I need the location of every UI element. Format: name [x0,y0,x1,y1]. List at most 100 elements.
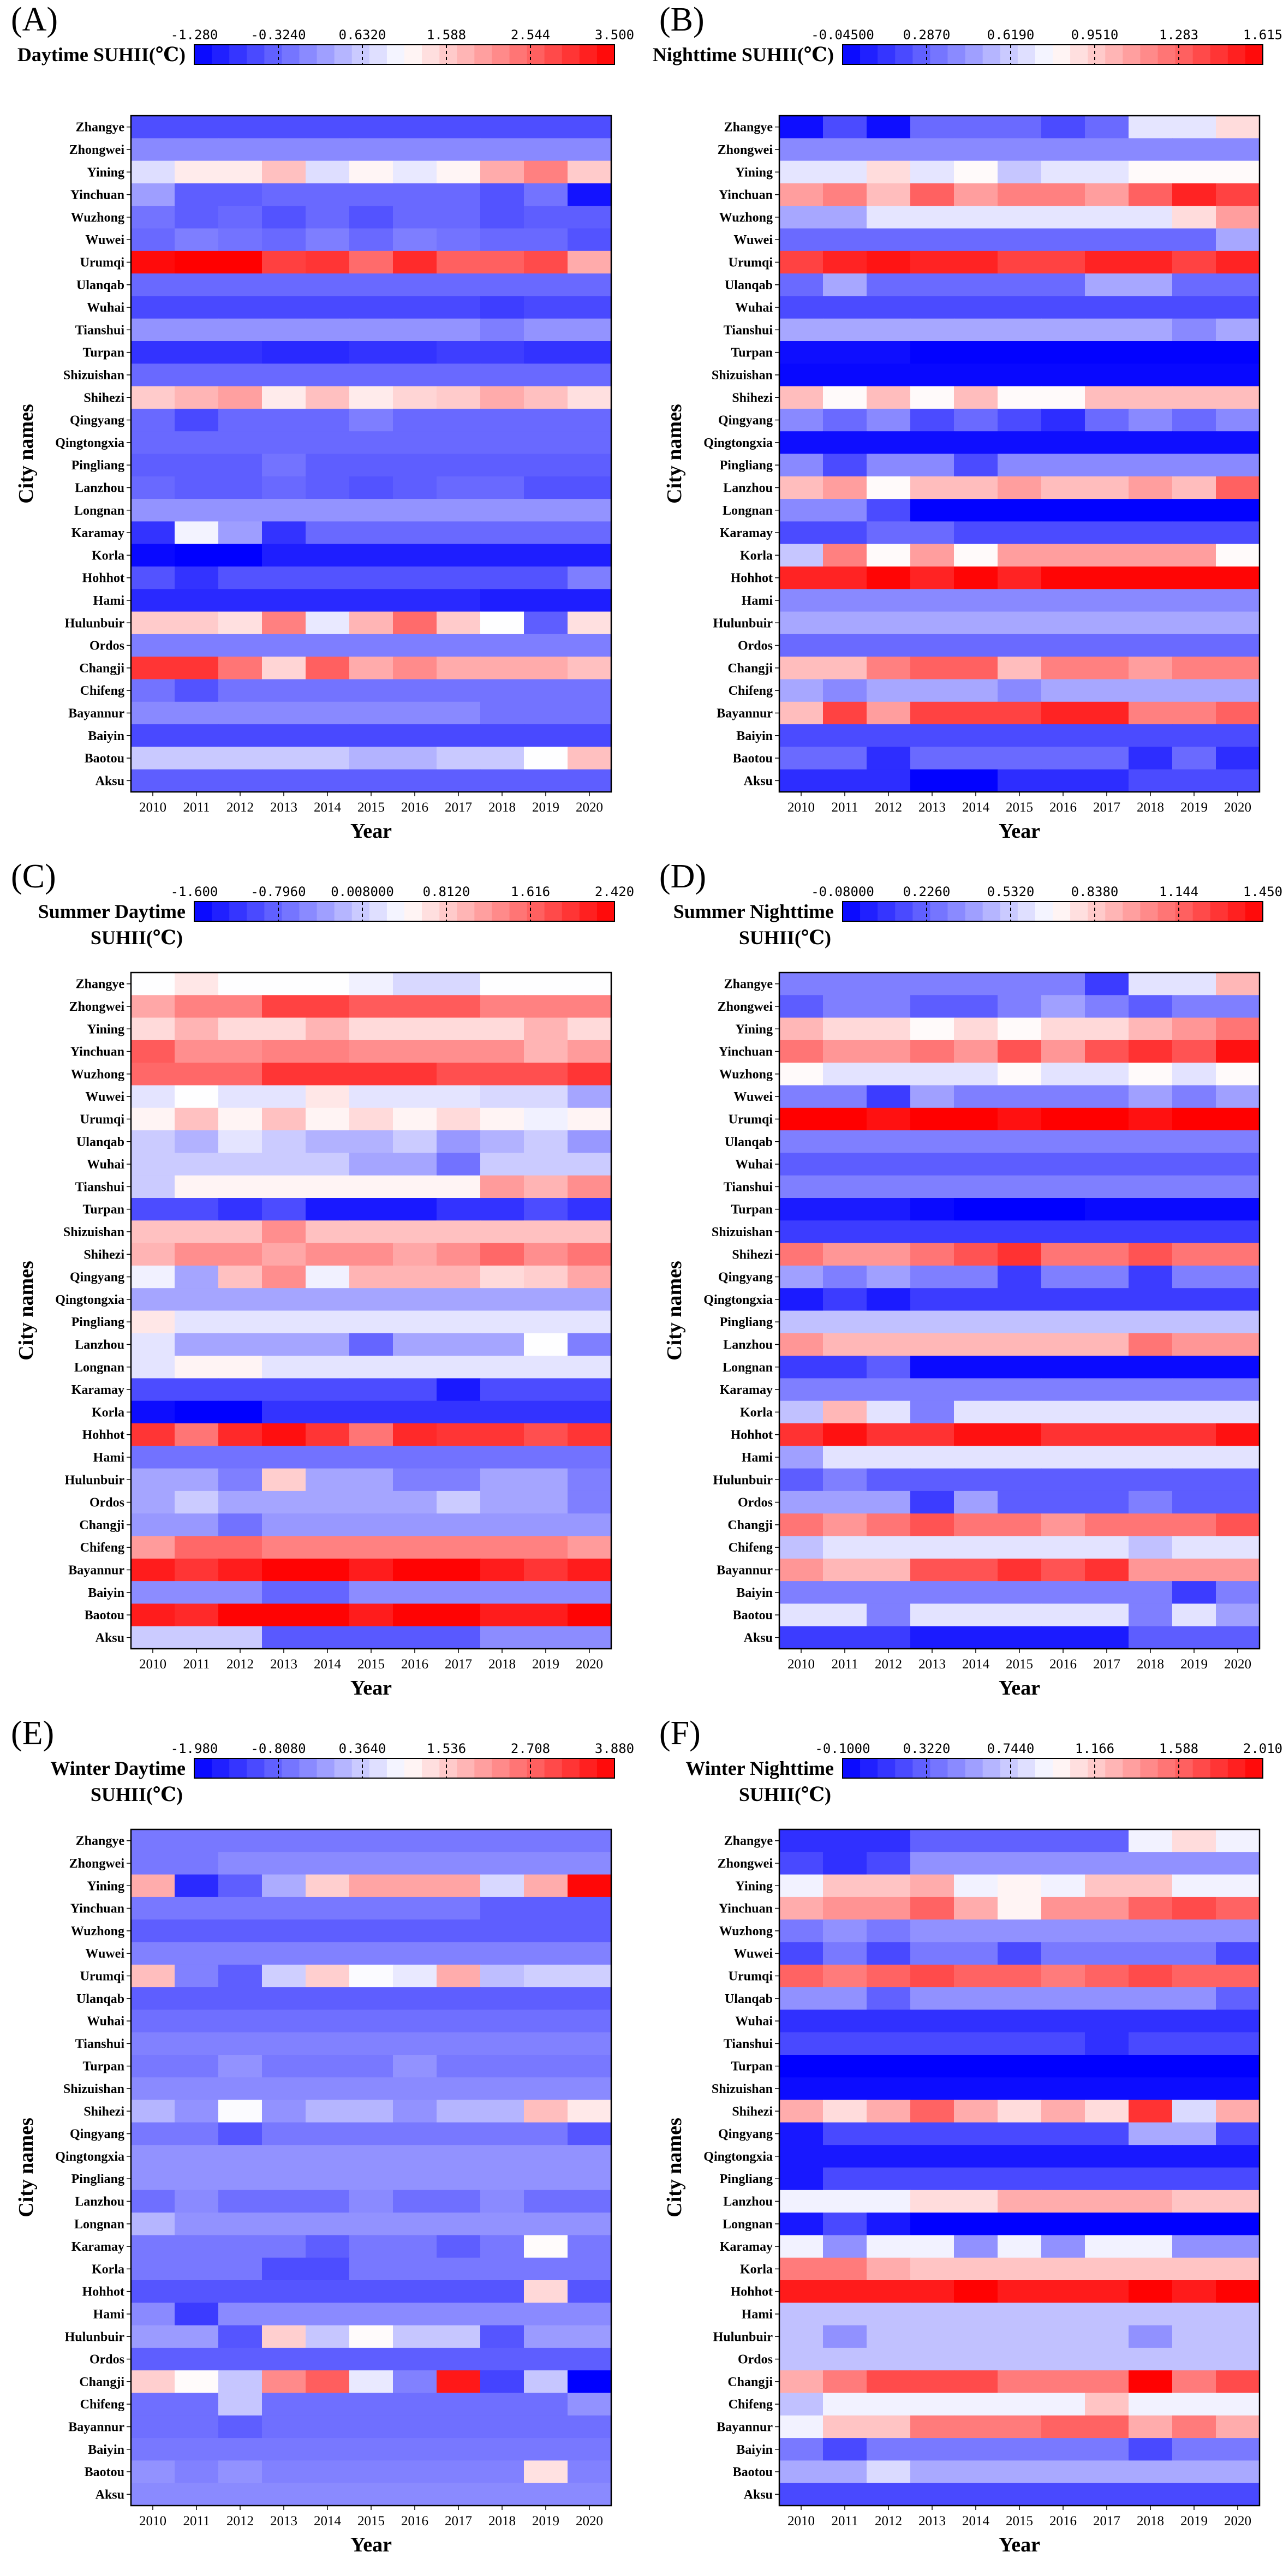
heatmap-cell [998,408,1042,432]
heatmap-cell [1172,1333,1216,1356]
heatmap-cell [175,160,219,184]
city-label: Zhongwei [69,143,125,157]
heatmap-cell [218,138,262,162]
heatmap-cell [524,1333,568,1356]
heatmap-cell [1216,1558,1260,1582]
heatmap-cell [437,1107,481,1131]
heatmap-cell [262,701,306,725]
heatmap-cell [1172,2347,1216,2371]
heatmap-cell [393,1378,437,1402]
heatmap-cell [349,634,393,657]
heatmap-cell [779,973,823,995]
heatmap-cell [823,769,867,792]
heatmap-cell [1041,1310,1085,1334]
colorbar-segment [1105,902,1123,921]
heatmap-cell [1041,251,1085,274]
heatmap-cell [349,2032,393,2055]
heatmap-cell [480,318,524,342]
heatmap-cell [823,1829,867,1852]
heatmap-cell [393,2190,437,2213]
heatmap-cell [524,1490,568,1514]
year-label: 2011 [183,1657,210,1672]
heatmap-cell [306,499,350,522]
year-label: 2017 [445,1657,472,1672]
colorbar-segment [947,1758,966,1778]
heatmap-cell [349,2100,393,2123]
heatmap-cell [393,386,437,409]
heatmap-cell [262,1581,306,1604]
heatmap-cell [480,724,524,747]
colorbar-segment [1175,45,1194,64]
heatmap-cell [349,611,393,635]
heatmap-cell [393,589,437,612]
heatmap-cell [393,1581,437,1604]
heatmap-cell [131,1085,175,1108]
heatmap-cell [262,251,306,274]
heatmap-cell [1041,160,1085,184]
heatmap-cell [306,1310,350,1334]
heatmap-cell [218,1288,262,1311]
heatmap-cell [910,1897,954,1920]
heatmap-cell [998,1356,1042,1379]
city-label: Wuwei [85,1947,124,1961]
heatmap-cell [524,2370,568,2394]
colorbar-segment [1175,1758,1194,1778]
heatmap-cell [437,567,481,589]
heatmap-cell [867,2213,911,2235]
heatmap-cell [131,679,175,702]
heatmap-cell [823,657,867,680]
heatmap-cell [823,2325,867,2348]
heatmap-cell [998,1964,1042,1988]
heatmap-cell [349,2303,393,2326]
colorbar-segment [1053,45,1071,64]
colorbar-tick-label: 1.283 [1159,27,1198,43]
heatmap-cell [131,1040,175,1063]
heatmap-cell [1085,1874,1129,1898]
heatmap-cell [480,2055,524,2078]
heatmap-cell [175,679,219,702]
heatmap-cell [1172,273,1216,296]
heatmap-cell [480,2370,524,2394]
heatmap-cell [779,1423,823,1446]
colorbar-segment [527,1758,545,1778]
heatmap-cell [306,1468,350,1492]
heatmap-cell [998,2145,1042,2168]
heatmap-cell [823,995,867,1018]
heatmap-cell [568,1603,612,1627]
heatmap-cell [262,2303,306,2326]
heatmap-cell [393,2325,437,2348]
heatmap-cell [910,567,954,589]
heatmap-cell [1041,476,1085,499]
heatmap-cell [779,2077,823,2101]
heatmap-cell [393,1356,437,1379]
city-label: Yinchuan [719,188,773,202]
heatmap-cell [867,2280,911,2303]
heatmap-cell [954,2032,998,2055]
heatmap-cell [1085,1897,1129,1920]
heatmap-cell [437,318,481,342]
heatmap-cell [1129,1040,1173,1063]
heatmap-cell [349,1040,393,1063]
heatmap-cell [867,1333,911,1356]
heatmap-cell [779,341,823,364]
heatmap-cell [954,2393,998,2416]
panel-tag: (E) [11,1715,54,1752]
heatmap-cell [306,2100,350,2123]
heatmap-cell [1216,1288,1260,1311]
heatmap-cell [1216,454,1260,477]
heatmap-cell [954,2213,998,2235]
year-label: 2011 [831,2514,858,2529]
heatmap-cell [954,2167,998,2191]
heatmap-cell [524,611,568,635]
city-label: Longnan [723,1361,773,1375]
heatmap-cell [998,1942,1042,1965]
heatmap-cell [823,431,867,455]
heatmap-cell [910,1175,954,1198]
heatmap-cell [349,2145,393,2168]
heatmap-cell [393,1153,437,1176]
city-label: Yinchuan [719,1902,773,1916]
heatmap-cell [1085,2055,1129,2078]
heatmap-cell [823,1919,867,1943]
heatmap-cell [349,2347,393,2371]
heatmap-cell [1085,1468,1129,1492]
